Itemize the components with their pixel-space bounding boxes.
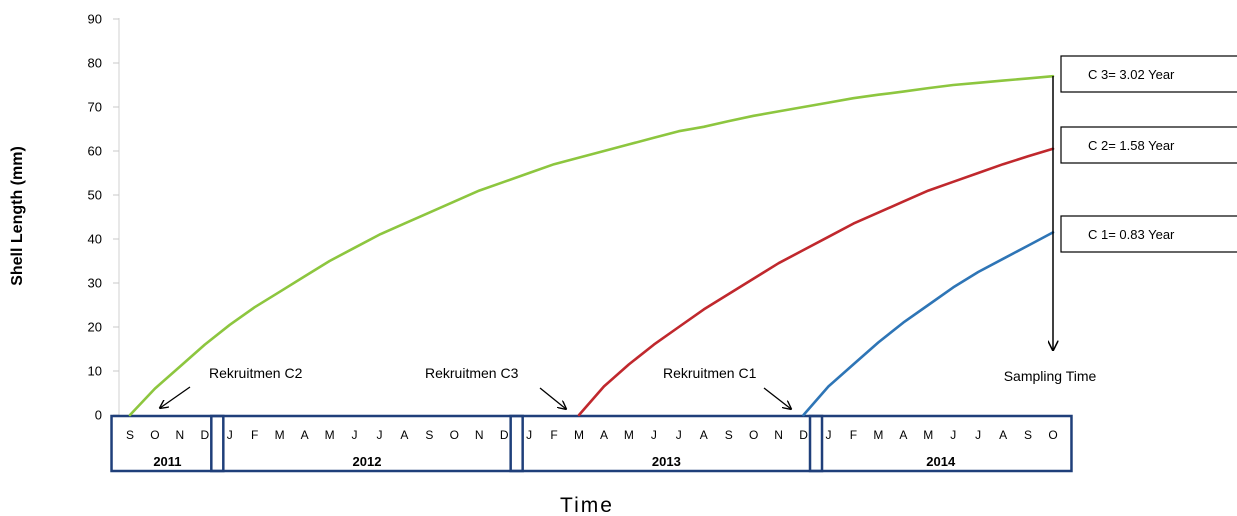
age-label-c3: C 3= 3.02 Year [1060,55,1237,93]
annotation-rekruitmen-c2-text: Rekruitmen C2 [209,365,303,381]
year-box [509,414,824,473]
annotation-rekruitmen-c2-arrow [160,386,191,408]
year-label: 2012 [353,454,382,469]
annotation-rekruitmen-c3: Rekruitmen C3 [425,365,566,409]
month-label: S [425,428,433,442]
month-label: F [251,428,258,442]
month-label: J [825,428,831,442]
month-label: O [749,428,758,442]
annotation-rekruitmen-c1: Rekruitmen C1 [663,365,791,409]
month-label: A [999,428,1007,442]
annotation-rekruitmen-c1-text: Rekruitmen C1 [663,365,757,381]
month-label: J [651,428,657,442]
series-lines [128,74,1055,417]
month-label: S [725,428,733,442]
annotation-rekruitmen-c3-arrow [539,387,566,409]
year-box [808,414,1073,473]
month-label: M [873,428,883,442]
month-label: D [500,428,509,442]
age-label-c3-text: C 3= 3.02 Year [1088,67,1175,82]
month-label: J [227,428,233,442]
month-label: A [600,428,608,442]
y-tick-label: 20 [88,320,102,335]
month-label: O [1048,428,1057,442]
month-label: N [176,428,185,442]
age-label-c1-text: C 1= 0.83 Year [1088,227,1175,242]
y-tick-label: 90 [88,12,102,27]
month-label: F [850,428,857,442]
annotation-rekruitmen-c3-text: Rekruitmen C3 [425,365,519,381]
month-label: A [301,428,309,442]
y-axis-ticks: 0 10 20 30 40 50 60 70 80 90 [88,12,119,423]
month-label: J [950,428,956,442]
month-label: F [550,428,557,442]
month-label: N [475,428,484,442]
series-line-c2 [577,147,1055,417]
y-tick-label: 50 [88,188,102,203]
month-label: J [975,428,981,442]
annotation-rekruitmen-c2: Rekruitmen C2 [160,365,303,408]
month-label: A [700,428,708,442]
month-label: J [526,428,532,442]
series-line-c3 [128,74,1055,417]
age-label-c2-text: C 2= 1.58 Year [1088,138,1175,153]
age-label-c1: C 1= 0.83 Year [1060,215,1237,253]
month-label: M [624,428,634,442]
month-label: M [325,428,335,442]
month-label: J [352,428,358,442]
y-tick-label: 60 [88,144,102,159]
month-label: O [450,428,459,442]
year-label: 2011 [153,454,181,469]
sampling-time-label: Sampling Time [1004,368,1097,384]
month-label: D [201,428,210,442]
month-label: M [275,428,285,442]
month-label: J [376,428,382,442]
year-label: 2014 [926,454,956,469]
year-box [210,414,524,473]
age-label-c2: C 2= 1.58 Year [1060,126,1237,164]
month-label: N [774,428,783,442]
month-label: M [574,428,584,442]
y-tick-label: 0 [95,408,102,423]
y-axis-title: Shell Length (mm) [9,146,26,286]
y-tick-label: 80 [88,56,102,71]
x-axis-title: Time [560,494,614,516]
month-label: J [676,428,682,442]
month-label: A [899,428,907,442]
year-box [110,414,225,473]
month-label: S [126,428,134,442]
month-label: D [799,428,808,442]
month-label: O [150,428,159,442]
series-line-c1 [802,231,1055,417]
month-label: M [923,428,933,442]
year-label: 2013 [652,454,681,469]
y-tick-label: 40 [88,232,102,247]
y-tick-label: 30 [88,276,102,291]
y-tick-label: 70 [88,100,102,115]
month-label: A [400,428,408,442]
time-axis-boxes: 2011 2012 2013 2014 S O N D J F M A M J J A S O N D J F M A M J J A… [110,414,1073,473]
annotation-rekruitmen-c1-arrow [763,387,791,409]
month-label: S [1024,428,1032,442]
y-tick-label: 10 [88,364,102,379]
